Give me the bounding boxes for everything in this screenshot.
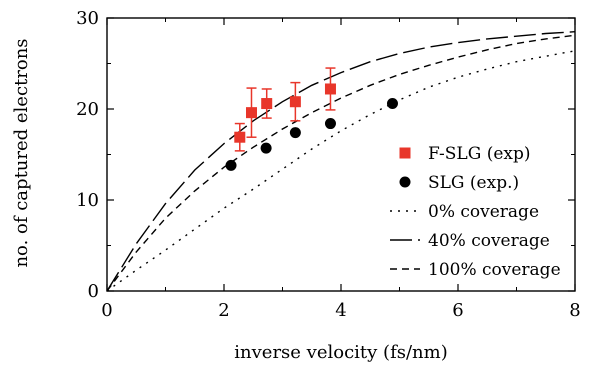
- y-tick-label: 30: [76, 8, 99, 29]
- curve-100-coverage: [106, 34, 576, 292]
- legend-label: SLG (exp.): [428, 173, 519, 193]
- y-tick-label: 10: [76, 190, 99, 211]
- point-circle: [324, 118, 336, 130]
- y-tick-label: 20: [76, 99, 99, 120]
- legend: F-SLG (exp) SLG (exp.) 0% coverage 40% cove…: [390, 144, 561, 280]
- point-circle: [386, 98, 398, 110]
- x-tick-label: 8: [569, 300, 580, 321]
- point-square: [261, 98, 273, 110]
- point-square: [245, 107, 257, 119]
- legend-label: 0% coverage: [428, 202, 539, 222]
- point-square: [289, 96, 301, 108]
- legend-label: F-SLG (exp): [428, 144, 531, 164]
- x-tick-label: 0: [101, 300, 112, 321]
- point-square: [324, 83, 336, 95]
- axes: 0 2 4 6 8 0 10 20 30: [76, 8, 581, 321]
- x-tick-label: 2: [218, 300, 229, 321]
- point-circle: [260, 142, 272, 154]
- legend-label: 100% coverage: [428, 260, 561, 280]
- point-circle: [225, 159, 237, 171]
- x-tick-label: 6: [452, 300, 463, 321]
- curve-0-coverage: [106, 50, 576, 292]
- x-tick-label: 4: [335, 300, 346, 321]
- x-axis-label: inverse velocity (fs/nm): [234, 342, 447, 363]
- legend-label: 40% coverage: [428, 231, 550, 251]
- model-curves: [106, 31, 576, 292]
- y-axis-label: no. of captured electrons: [11, 38, 32, 267]
- curve-40-coverage: [106, 31, 576, 292]
- y-tick-label: 0: [88, 281, 99, 302]
- legend-swatch-circle: [399, 176, 411, 188]
- point-square: [234, 131, 246, 143]
- legend-swatch-square: [399, 147, 411, 159]
- data-points: [225, 67, 398, 171]
- point-circle: [289, 127, 301, 139]
